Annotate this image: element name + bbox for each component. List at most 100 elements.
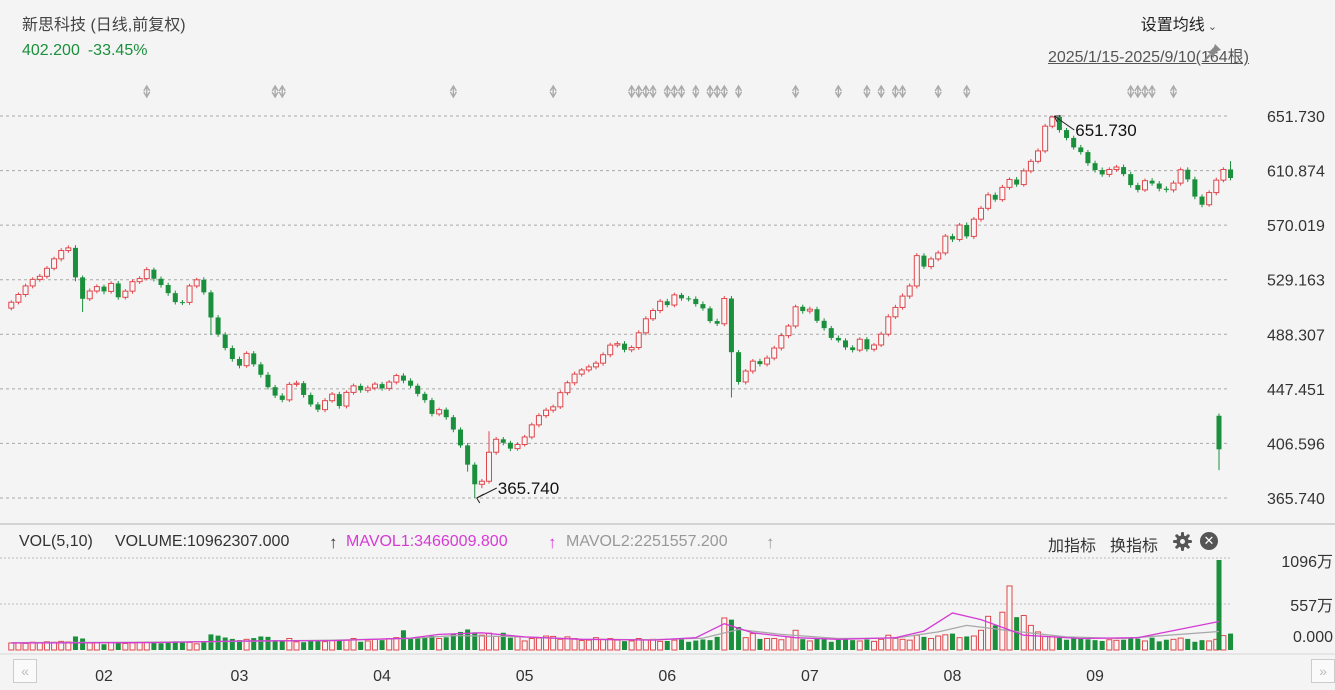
volume-bar — [528, 638, 535, 651]
volume-bar — [36, 642, 43, 651]
volume-bar — [393, 637, 400, 651]
candle — [1135, 185, 1141, 190]
volume-bar — [728, 619, 734, 650]
volume-bar — [422, 637, 428, 650]
gear-icon[interactable] — [1173, 532, 1192, 551]
volume-bar — [714, 636, 720, 650]
candle — [1106, 168, 1113, 175]
candle — [942, 235, 949, 254]
candle — [792, 306, 799, 327]
last-volume-bar — [1216, 560, 1222, 650]
month-tick-label: 06 — [658, 668, 676, 685]
switch-indicator-button[interactable]: 换指标 — [1110, 538, 1159, 555]
candle — [557, 392, 564, 408]
month-tick-label: 03 — [231, 668, 249, 685]
volume-bar — [749, 633, 756, 651]
mavol1-up-arrow: ↑ — [548, 533, 557, 552]
pin-icon[interactable] — [1202, 41, 1224, 63]
candle — [1064, 130, 1070, 138]
volume-bar — [921, 636, 927, 650]
candle — [222, 334, 228, 349]
candle — [422, 393, 428, 401]
candle — [51, 258, 58, 269]
event-marker-icon — [635, 84, 643, 99]
date-range-link[interactable]: 2025/1/15-2025/9/10(164根) — [1047, 49, 1249, 66]
volume-bar — [286, 638, 293, 651]
volume-bar — [564, 636, 571, 651]
event-marker-icon — [649, 84, 657, 99]
scroll-right-button[interactable]: » — [1311, 659, 1335, 683]
volume-bar — [671, 639, 678, 651]
candle — [600, 354, 607, 364]
volume-bar — [229, 638, 235, 650]
candle — [136, 278, 143, 283]
event-marker-icon — [877, 84, 885, 99]
mavol2-value: MAVOL2:2251557.200 — [566, 533, 728, 550]
close-icon[interactable]: ✕ — [1200, 532, 1218, 550]
volume-bar — [101, 644, 107, 650]
candle — [436, 409, 443, 415]
candle — [585, 366, 592, 371]
volume-bar — [443, 637, 449, 650]
candle — [8, 301, 15, 309]
candle — [671, 294, 678, 306]
event-marker-icon — [791, 84, 800, 99]
volume-indicator-bar: VOL(5,10) VOLUME:10962307.000 ↑ MAVOL1:3… — [0, 528, 1335, 556]
candle — [614, 343, 621, 346]
volume-bar — [1220, 635, 1227, 651]
volume-bar — [136, 641, 143, 651]
event-marker-icon — [713, 84, 721, 99]
candle — [1027, 160, 1034, 172]
event-marker-icon — [1127, 84, 1135, 99]
candle — [1049, 116, 1056, 127]
volume-bar — [172, 641, 178, 650]
add-indicator-button[interactable]: 加指标 — [1048, 538, 1097, 555]
candle — [400, 375, 406, 381]
scroll-left-button[interactable]: « — [13, 659, 37, 683]
month-tick-label: 07 — [801, 668, 819, 685]
volume-bar — [315, 641, 321, 650]
volume-bar — [1092, 640, 1098, 650]
candle — [443, 409, 449, 418]
mavol1-value: MAVOL1:3466009.800 — [346, 533, 508, 550]
candle — [778, 335, 785, 349]
candle — [279, 395, 285, 400]
volume-bar — [514, 636, 521, 651]
candle — [828, 328, 834, 338]
ma-settings-button[interactable]: 设置均线 ⌄ — [1141, 11, 1217, 35]
volume-bar — [158, 643, 164, 650]
stock-title: 新思科技 (日线,前复权) — [22, 17, 186, 34]
candle — [1121, 167, 1127, 175]
volume-bar — [8, 642, 15, 651]
volume-bar — [500, 632, 506, 650]
volume-bar — [415, 636, 421, 650]
candle — [1113, 166, 1120, 170]
volume-bar — [949, 633, 955, 650]
candle — [679, 294, 685, 299]
volume-bar — [928, 638, 935, 651]
candle — [800, 306, 806, 312]
candle — [964, 225, 970, 237]
price-tick-label: 488.307 — [1267, 327, 1325, 344]
candle — [985, 194, 992, 209]
candle — [814, 309, 820, 321]
candle — [657, 300, 664, 312]
event-marker-icon — [734, 84, 743, 99]
candle — [721, 297, 728, 325]
candle — [992, 194, 998, 200]
candle — [1141, 180, 1148, 191]
volume-bar — [1141, 640, 1148, 651]
mavol2-up-arrow: ↑ — [766, 533, 775, 552]
event-marker-icon — [642, 84, 650, 99]
candle — [415, 385, 421, 394]
volume-bar — [1056, 637, 1062, 650]
candle — [1099, 170, 1105, 175]
volume-bar — [322, 641, 329, 651]
volume-bar — [892, 638, 899, 651]
candle — [364, 387, 371, 391]
candle — [514, 443, 521, 450]
candle — [1220, 168, 1227, 181]
candle — [592, 362, 599, 368]
volume-bar — [58, 640, 65, 651]
